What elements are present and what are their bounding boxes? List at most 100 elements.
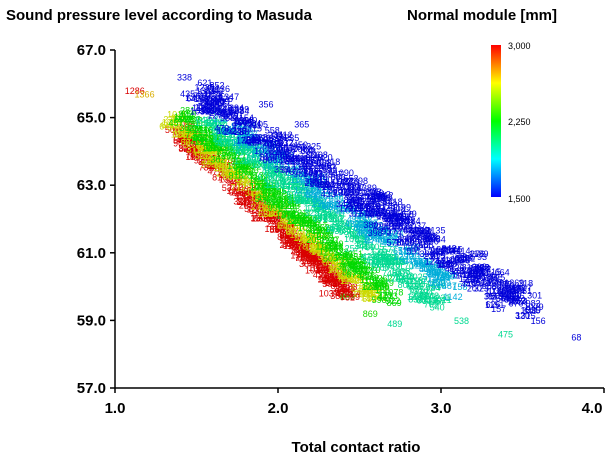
- data-point: 778: [294, 253, 309, 263]
- data-point: 185: [265, 224, 280, 234]
- data-point: 1063: [299, 176, 319, 186]
- data-point: 940: [233, 163, 248, 173]
- data-point: 110: [414, 286, 428, 296]
- data-point: 815: [462, 263, 477, 273]
- data-point: 458: [475, 263, 490, 273]
- data-point: 823: [410, 231, 425, 241]
- data-point: 1100: [311, 226, 330, 236]
- data-point: 458: [399, 210, 414, 220]
- data-point: 1331: [289, 211, 309, 221]
- data-point: 1315: [315, 265, 335, 275]
- data-point: 1009: [253, 135, 273, 145]
- data-point: 895: [365, 187, 380, 197]
- data-point: 62: [235, 160, 245, 170]
- data-point: 735: [226, 170, 241, 180]
- data-point: 321: [203, 116, 218, 126]
- data-point: 1355: [349, 218, 369, 228]
- data-point: 1360: [219, 143, 239, 153]
- data-point: 957: [313, 196, 328, 206]
- data-point: 1178: [278, 175, 297, 185]
- data-point: 892: [265, 203, 280, 213]
- data-point: 261: [190, 135, 205, 145]
- data-point: 1361: [252, 183, 272, 193]
- data-point: 808: [262, 208, 277, 218]
- data-point: 1208: [301, 235, 321, 245]
- data-point: 1161: [249, 187, 268, 197]
- data-point: 1035: [520, 306, 540, 316]
- data-point: 177: [290, 230, 305, 240]
- data-point: 1252: [226, 143, 246, 153]
- data-point: 984: [280, 230, 295, 240]
- data-point: 205: [305, 185, 320, 195]
- data-point: 1255: [370, 226, 390, 236]
- data-point: 421: [232, 150, 247, 160]
- colorbar-tick-min: 1,500: [508, 194, 531, 204]
- data-point: 1393: [283, 235, 303, 245]
- data-point: 683: [258, 158, 273, 168]
- data-point: 730: [405, 251, 420, 261]
- data-point: 1050: [500, 289, 520, 299]
- data-point: 639: [329, 194, 344, 204]
- data-point: 744: [435, 273, 450, 283]
- data-point: 157: [491, 304, 506, 314]
- data-point: 132: [431, 245, 446, 255]
- data-point: 622: [264, 161, 279, 171]
- data-point: 991: [426, 282, 441, 292]
- data-point: 196: [500, 293, 515, 303]
- data-point: 1212: [235, 145, 255, 155]
- colorbar: [491, 45, 501, 197]
- data-point: 384: [246, 118, 261, 128]
- data-point: 976: [329, 277, 344, 287]
- data-point: 316: [294, 245, 309, 255]
- data-point: 842: [441, 244, 456, 254]
- data-point: 1318: [293, 233, 313, 243]
- data-point: 709: [376, 257, 391, 267]
- data-point: 52: [201, 161, 211, 171]
- data-point: 342: [284, 209, 299, 219]
- data-point: 967: [257, 141, 272, 151]
- data-point: 274: [163, 115, 178, 125]
- data-point: 1117: [275, 138, 294, 148]
- data-point: 809: [267, 172, 282, 182]
- data-point: 976: [179, 134, 194, 144]
- data-point: 1183: [489, 292, 508, 302]
- data-point: 907: [337, 176, 352, 186]
- data-point: 93: [381, 226, 391, 236]
- data-point: 902: [364, 257, 379, 267]
- data-point: 900: [334, 287, 349, 297]
- data-point: 1104: [408, 225, 427, 235]
- data-point: 885: [331, 172, 346, 182]
- data-point: 957: [354, 203, 369, 213]
- data-point: 281: [180, 106, 195, 116]
- data-point: 552: [343, 174, 358, 184]
- data-point: 1362: [281, 213, 301, 223]
- data-point: 602: [472, 262, 487, 272]
- data-point: 268: [451, 266, 466, 276]
- data-point: 943: [288, 235, 303, 245]
- data-point: 124: [234, 156, 249, 166]
- data-point: 332: [322, 165, 337, 175]
- data-point: 869: [387, 298, 402, 308]
- data-point: 1244: [425, 256, 445, 266]
- data-point: 348: [210, 157, 225, 167]
- data-point: 828: [179, 144, 194, 154]
- data-point: 1229: [318, 243, 338, 253]
- data-point: 454: [393, 256, 408, 266]
- data-point: 1413: [378, 228, 398, 238]
- data-point: 1399: [212, 156, 232, 166]
- data-point: 208: [277, 220, 292, 230]
- data-point-labeled: 68: [571, 333, 581, 343]
- data-point: 638: [327, 241, 342, 251]
- data-point: 179: [347, 196, 362, 206]
- data-point: 1271: [207, 110, 227, 120]
- data-point: 844: [446, 245, 461, 255]
- data-point: 297: [432, 297, 447, 307]
- data-point: 502: [272, 179, 287, 189]
- data-point: 1146: [364, 208, 383, 218]
- data-point: 1107: [360, 275, 379, 285]
- data-point: 50: [165, 125, 175, 135]
- data-point: 936: [186, 145, 201, 155]
- data-point: 660: [186, 140, 201, 150]
- data-point: 957: [205, 106, 220, 116]
- data-point: 1011: [291, 214, 310, 224]
